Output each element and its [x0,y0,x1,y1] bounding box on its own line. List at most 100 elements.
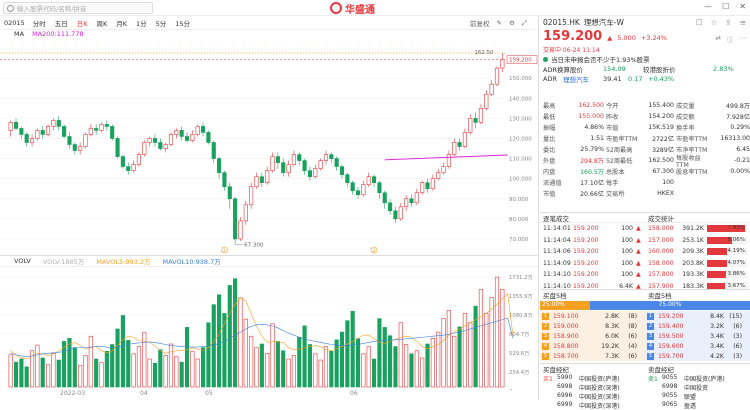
candle[interactable] [436,168,441,181]
candle[interactable] [361,180,366,197]
settings-icon[interactable]: ⚙ [508,19,515,27]
candle[interactable] [393,206,398,223]
volume-bar[interactable] [404,344,409,388]
candle[interactable] [473,112,478,129]
adjust-dropdown[interactable]: 前复权 [470,20,490,28]
volume-bar[interactable] [372,358,377,388]
volume-bar[interactable] [420,357,425,388]
star-icon[interactable]: ☆ [710,18,718,27]
volume-bar[interactable] [334,339,339,388]
volume-bar[interactable] [302,325,307,388]
event-marker-icon[interactable] [221,246,228,254]
candle[interactable] [8,120,13,137]
candle[interactable] [184,132,190,143]
candle[interactable] [430,174,435,191]
candle[interactable] [46,124,51,137]
volume-bar[interactable] [297,336,302,388]
volume-bar[interactable] [382,327,387,388]
candle[interactable] [206,130,211,145]
volume-bar[interactable] [78,364,83,388]
candle[interactable] [110,124,115,141]
candle[interactable] [136,152,141,167]
volume-bar[interactable] [462,313,467,388]
volume-bar[interactable] [286,358,291,388]
candle[interactable] [409,194,414,207]
volume-bar[interactable] [500,289,505,388]
period-tab[interactable]: 五日 [54,19,68,28]
volume-bar[interactable] [313,353,318,388]
volume-bar[interactable] [29,350,35,388]
volume-bar[interactable] [441,318,446,388]
volume-bar[interactable] [222,313,227,388]
price-chart[interactable]: 70.000 80.000 90.000 100.000 110.000 120.000 1… [0,40,538,255]
candle[interactable] [275,152,280,169]
candle[interactable] [19,126,24,139]
candle[interactable] [88,124,93,137]
adr2-name[interactable]: 理想汽车 [563,76,589,84]
volume-bar[interactable] [446,310,451,388]
candle[interactable] [254,172,259,189]
volume-bar[interactable] [13,361,19,388]
ask-broker-name[interactable]: 联盟 [684,394,697,401]
volume-bar[interactable] [249,335,254,388]
candle[interactable] [72,142,77,155]
volume-bar[interactable] [329,350,334,388]
volume-bar[interactable] [168,343,174,388]
volume-bar[interactable] [366,346,371,388]
volume-bar[interactable] [131,353,136,388]
volume-bar[interactable] [265,353,270,388]
candle[interactable] [35,128,40,141]
candle[interactable] [94,124,99,135]
volume-bar[interactable] [120,315,125,388]
candle[interactable] [500,53,505,73]
candle[interactable] [420,180,425,195]
volume-bar[interactable] [414,350,419,388]
candle[interactable] [398,202,403,221]
ask-broker-name[interactable]: 盈透 [684,403,697,410]
volume-bar[interactable] [478,289,484,388]
volume-bar[interactable] [259,343,264,388]
volume-bar[interactable] [281,350,286,388]
volume-bar[interactable] [436,331,441,388]
volume-bar[interactable] [40,357,45,388]
candle[interactable] [62,124,67,139]
volume-bar[interactable] [115,328,120,388]
volume-bar[interactable] [67,337,72,388]
volume-bar[interactable] [104,350,109,388]
candle[interactable] [388,198,393,215]
share-icon[interactable]: ⇪ [725,18,732,27]
volume-bar[interactable] [184,327,190,388]
candle[interactable] [382,190,387,209]
volume-bar[interactable] [46,364,51,388]
candle[interactable] [67,132,72,149]
candle[interactable] [83,132,88,149]
candle[interactable] [441,162,446,175]
ask-broker-name[interactable]: 中国投资 [684,385,709,392]
candle[interactable] [281,158,286,177]
search-input[interactable]: 输入股票代码/名称/拼音 [3,2,153,14]
volume-bar[interactable] [227,285,232,388]
volume-bar[interactable] [110,344,115,388]
candle[interactable] [425,178,430,193]
volume-bar[interactable] [147,358,152,388]
draw-icon[interactable]: ✎ [496,19,502,27]
candle[interactable] [323,150,329,165]
candle[interactable] [120,154,125,169]
volume-bar[interactable] [206,322,211,388]
candle[interactable] [227,182,232,209]
bid-level[interactable]: 5 158.700 7.3K (6) [540,351,645,361]
volume-bar[interactable] [291,355,296,388]
volume-bar[interactable] [136,346,141,388]
candle[interactable] [345,172,350,187]
period-tab[interactable]: 15分 [175,19,191,28]
candle[interactable] [307,166,313,181]
candle[interactable] [190,130,195,143]
volume-bar[interactable] [56,359,61,388]
bid-level[interactable]: 1 159.100 2.8K (8) [540,311,645,321]
close-icon[interactable]: ✕ [739,2,746,11]
candle[interactable] [99,122,104,133]
ask-level[interactable]: 3 159.500 3.4K (3) [645,331,750,341]
volume-bar[interactable] [355,338,361,388]
volume-bar[interactable] [83,355,88,388]
candle[interactable] [297,152,302,165]
